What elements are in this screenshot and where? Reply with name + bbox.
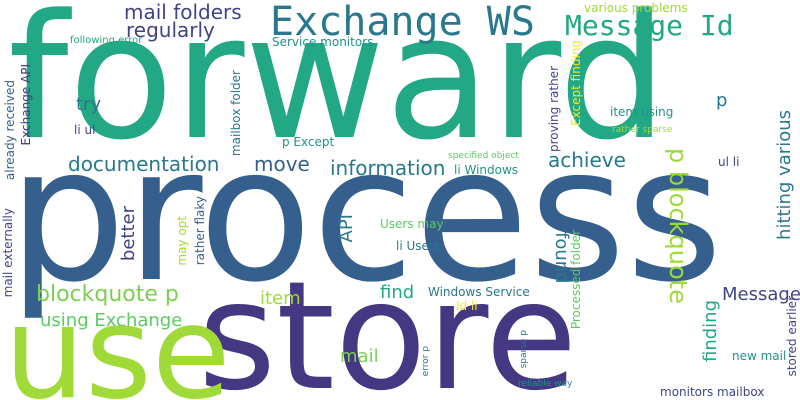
word-li-users: li Users (396, 239, 441, 253)
word-better: better (118, 206, 139, 262)
word-mail: mail (340, 346, 379, 367)
word-exchange-ws: Exchange WS (270, 0, 535, 45)
word-p-blockquote: p blockquote (664, 148, 692, 304)
word-forward: forward (8, 0, 668, 178)
word-may-opt: may opt (175, 216, 189, 266)
word-id-li: Id li (456, 299, 478, 313)
word-regularly: regularly (126, 18, 215, 42)
word-p-except: p Except (282, 135, 335, 149)
word-except-finding: Except finding (569, 40, 583, 126)
word-service-monitors: Service monitors (272, 35, 374, 49)
word-message-id: Message Id (565, 9, 734, 42)
word-documentation: documentation (68, 152, 220, 176)
word-information: information (330, 156, 446, 180)
word-users-may: Users may (380, 217, 444, 231)
word-mailbox-folder: mailbox folder (229, 70, 243, 157)
word-process: process (8, 106, 723, 323)
word-mail-externally: mail externally (1, 208, 15, 298)
word-error-p: error p (421, 346, 431, 377)
word-specified-object: specified object (448, 151, 519, 161)
word-rather-flaky: rather flaky (193, 196, 207, 266)
word-store: store (198, 250, 578, 400)
word-proving-rather: proving rather (547, 66, 561, 153)
word-reliable-way: reliable way (518, 379, 573, 389)
word-mail-folders: mail folders (124, 0, 242, 24)
word-find: find (380, 282, 415, 303)
word-message: Message (722, 284, 800, 305)
word-p: p (716, 90, 728, 111)
word-try: try (76, 94, 102, 115)
word-finding: finding (700, 300, 721, 363)
word-various-problems: various problems (584, 1, 688, 15)
word-processed-folder: Processed folder (569, 230, 583, 330)
word-li-ul: li ul (74, 123, 96, 137)
word-stored-earlier: stored earlier (785, 296, 799, 377)
word-blockquote-p: blockquote p (36, 282, 179, 307)
word-use: use (4, 279, 231, 400)
word-exchange-api: Exchange API (19, 64, 33, 146)
word-item-using: item using (610, 105, 674, 119)
word-sparse-p: sparse p (519, 330, 529, 369)
word-using-exchange: using Exchange (40, 310, 183, 331)
word-item: item (260, 288, 301, 309)
word-achieve: achieve (548, 148, 626, 172)
word-monitors-mailbox: monitors mailbox (660, 385, 765, 399)
word-new-mail: new mail (732, 349, 787, 363)
word-li-windows: li Windows (454, 163, 519, 177)
word-move: move (254, 152, 310, 176)
word-rather-sparse: rather sparse (612, 125, 673, 135)
word-api: API (336, 214, 357, 243)
word-found: found (551, 232, 572, 284)
word-following-error: following error (70, 35, 143, 46)
word-ul-li: ul li (718, 155, 740, 169)
word-already-received: already received (3, 80, 17, 181)
word-hitting-various: hitting various (774, 110, 795, 240)
word-windows-service: Windows Service (428, 285, 530, 299)
